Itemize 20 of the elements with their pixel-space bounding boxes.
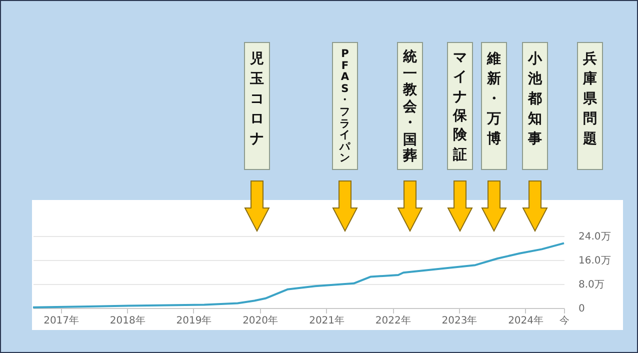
y-tick-label: 8.0万 — [578, 280, 604, 290]
text: 統一教会・国葬 — [402, 49, 418, 166]
text: 児玉コロナ — [249, 50, 265, 149]
x-tick-label: 2017年 — [44, 314, 80, 326]
x-tick-label: 2024年 — [508, 314, 544, 326]
text: 維新・万博 — [486, 50, 502, 149]
text: PFAS・フライパン — [340, 48, 350, 164]
y-tick-label: 16.0万 — [578, 256, 611, 266]
x-tick-label: 2019年 — [176, 314, 212, 326]
y-tick-label: 24.0万 — [578, 232, 611, 242]
text: マイナ保険証 — [452, 49, 468, 165]
text: 小池都知事 — [526, 50, 544, 149]
x-tick-label: 2020年 — [242, 314, 278, 326]
y-tick-label: 0 — [578, 304, 585, 314]
x-tick-label: 2022年 — [375, 314, 411, 326]
x-tick-label: 2018年 — [110, 314, 146, 326]
x-tick-label: 2021年 — [309, 314, 345, 326]
text: 兵庫県問題 — [582, 50, 598, 149]
x-tick-label: 2023年 — [442, 314, 478, 326]
x-tick-label: 今 — [560, 314, 570, 326]
